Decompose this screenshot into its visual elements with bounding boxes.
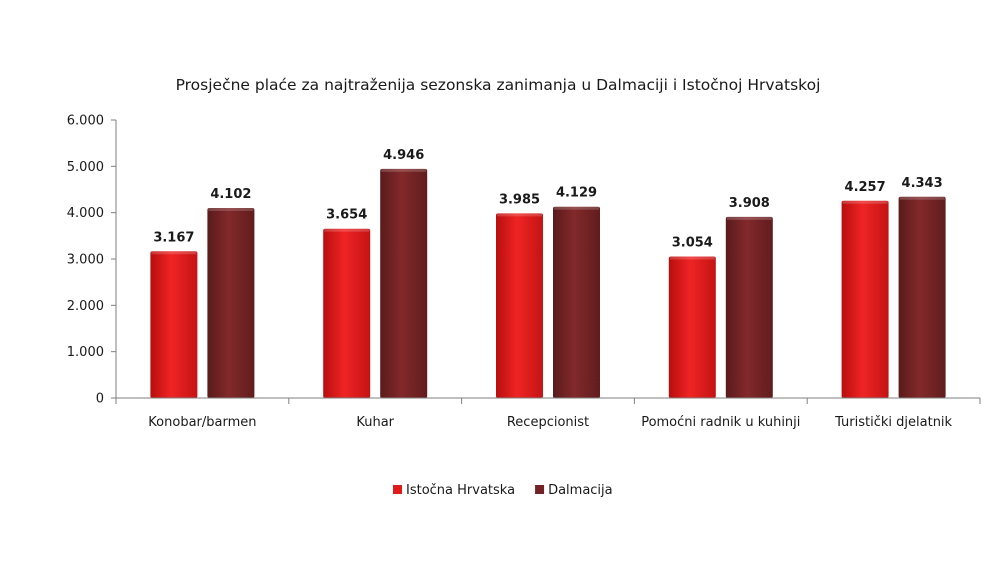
legend-swatch	[393, 485, 402, 494]
y-tick-label: 0	[96, 392, 104, 407]
data-label: 4.343	[902, 176, 943, 191]
category-label: Pomoćni radnik u kuhinji	[641, 415, 800, 430]
x-axis: Konobar/barmen Kuhar Recepcionist Pomoćni r…	[115, 397, 981, 430]
bar-highlight	[208, 207, 254, 211]
y-tick-label: 3.000	[67, 253, 104, 268]
y-axis: 0 1.000 2.000 3.000 4.000 5.000 6.000	[67, 114, 117, 407]
data-label: 3.167	[153, 230, 194, 245]
bar-istocna-hrvatska	[150, 251, 198, 398]
bar-istocna-hrvatska	[496, 213, 543, 398]
bar-highlight	[554, 206, 599, 210]
data-label: 3.908	[729, 196, 770, 211]
bar-istocna-hrvatska	[841, 200, 889, 398]
y-tick-label: 1.000	[67, 345, 104, 360]
data-label: 3.654	[326, 208, 367, 223]
bar-highlight	[842, 200, 888, 204]
chart-title: Prosječne plaće za najtraženija sezonska…	[176, 76, 821, 94]
legend-swatch	[535, 485, 545, 494]
bar-highlight	[669, 256, 715, 260]
legend-label: Dalmacija	[548, 483, 613, 498]
y-tick-label: 4.000	[67, 206, 104, 221]
data-label: 4.257	[845, 180, 886, 195]
legend-label: Istočna Hrvatska	[406, 483, 515, 498]
bar-dalmacija	[380, 168, 428, 398]
bar-highlight	[899, 196, 945, 200]
data-label: 4.129	[556, 186, 597, 201]
bars: 3.167 3.654 3.985 3.054 4.257 4.102 4.946 4.129…	[150, 148, 946, 398]
bar-highlight	[151, 251, 197, 255]
bar-highlight	[381, 168, 427, 172]
bar-istocna-hrvatska	[668, 256, 716, 398]
bar-highlight	[726, 216, 772, 220]
category-label: Kuhar	[356, 415, 394, 430]
y-tick-label: 6.000	[67, 114, 104, 129]
bar-dalmacija	[725, 216, 773, 398]
y-tick-label: 5.000	[67, 160, 104, 175]
category-label: Recepcionist	[507, 415, 589, 430]
bar-istocna-hrvatska	[323, 228, 371, 398]
data-label: 4.102	[210, 187, 251, 202]
legend: Istočna Hrvatska Dalmacija	[393, 483, 613, 498]
category-label: Turistički djelatnik	[834, 415, 952, 430]
bar-dalmacija	[553, 206, 600, 398]
bar-dalmacija	[207, 207, 255, 398]
y-tick-label: 2.000	[67, 299, 104, 314]
bar-dalmacija	[898, 196, 946, 398]
data-label: 3.054	[672, 235, 713, 250]
category-label: Konobar/barmen	[148, 415, 256, 430]
bar-highlight	[497, 213, 542, 217]
data-label: 3.985	[499, 192, 540, 207]
data-label: 4.946	[383, 148, 424, 163]
bar-highlight	[324, 228, 370, 232]
